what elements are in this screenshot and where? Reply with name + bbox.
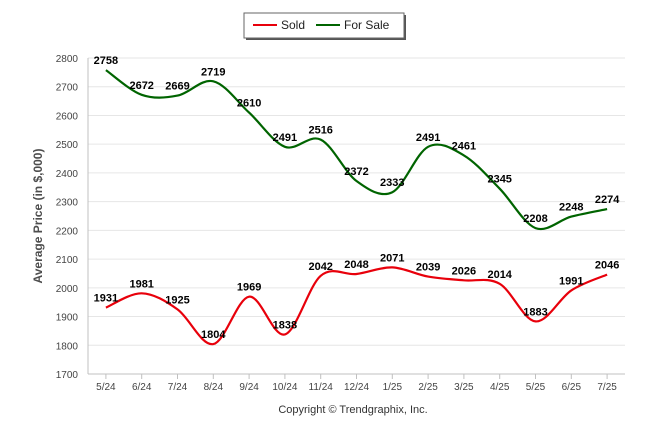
- x-tick-label: 12/24: [344, 382, 369, 393]
- y-tick-label: 1900: [56, 313, 79, 324]
- data-label-sold: 2046: [595, 260, 619, 272]
- data-label-for-sale: 2461: [452, 140, 476, 152]
- data-label-sold: 1804: [201, 329, 226, 341]
- data-label-for-sale: 2516: [308, 125, 332, 137]
- y-tick-label: 2000: [56, 284, 79, 295]
- y-tick-label: 2100: [56, 255, 79, 266]
- x-tick-label: 5/25: [526, 382, 546, 393]
- data-label-sold: 1883: [523, 306, 547, 318]
- data-label-sold: 2048: [344, 259, 368, 271]
- data-label-for-sale: 2208: [523, 213, 547, 225]
- y-tick-label: 2500: [56, 140, 79, 151]
- data-label-sold: 1925: [165, 294, 189, 306]
- data-label-for-sale: 2345: [487, 174, 511, 186]
- y-tick-label: 2200: [56, 226, 79, 237]
- x-tick-label: 2/25: [418, 382, 438, 393]
- x-tick-label: 4/25: [490, 382, 510, 393]
- x-tick-label: 5/24: [96, 382, 116, 393]
- data-label-sold: 2039: [416, 262, 440, 274]
- x-tick-label: 6/25: [562, 382, 582, 393]
- legend: Sold For Sale: [243, 12, 406, 40]
- y-tick-label: 2600: [56, 111, 79, 122]
- copyright-credit: Copyright © Trendgraphix, Inc.: [278, 404, 427, 416]
- y-tick-label: 2300: [56, 198, 79, 209]
- gridlines: [88, 57, 625, 346]
- x-tick-label: 11/24: [309, 382, 334, 393]
- y-tick-label: 2700: [56, 83, 79, 94]
- y-tick-label: 2800: [56, 54, 79, 65]
- legend-label-for-sale: For Sale: [344, 18, 390, 32]
- x-tick-label: 7/24: [168, 382, 188, 393]
- data-label-sold: 1991: [559, 275, 583, 287]
- data-label-sold: 2071: [380, 252, 404, 264]
- x-tick-label: 8/24: [204, 382, 224, 393]
- x-tick-label: 3/25: [454, 382, 474, 393]
- data-label-for-sale: 2248: [559, 202, 583, 214]
- data-label-for-sale: 2672: [129, 80, 153, 92]
- data-label-for-sale: 2669: [165, 81, 189, 93]
- data-label-for-sale: 2610: [237, 98, 261, 110]
- x-tick-label: 10/24: [272, 382, 297, 393]
- data-label-for-sale: 2372: [344, 166, 368, 178]
- y-tick-label: 1700: [56, 370, 79, 381]
- data-labels: 1931 1981 1925 1804 1969 1838 2042 2048 2071 2039…: [94, 55, 621, 341]
- x-tick-label: 1/25: [383, 382, 403, 393]
- legend-label-sold: Sold: [281, 18, 305, 32]
- data-label-sold: 1931: [94, 293, 118, 305]
- data-label-sold: 2014: [487, 269, 512, 281]
- y-axis-title: Average Price (in $,000): [31, 149, 45, 284]
- data-label-for-sale: 2758: [94, 55, 118, 67]
- data-label-for-sale: 2491: [416, 132, 440, 144]
- series-line-for-sale: [105, 69, 608, 231]
- data-label-for-sale: 2719: [201, 66, 225, 78]
- data-label-sold: 2026: [452, 265, 476, 277]
- data-label-for-sale: 2333: [380, 177, 404, 189]
- y-tick-labels: 1700 1800 1900 2000 2100 2200 2300 2400 2500 2600…: [56, 54, 79, 381]
- series-line-sold: [105, 266, 608, 346]
- data-label-for-sale: 2491: [273, 132, 297, 144]
- x-tick-label: 7/25: [597, 382, 617, 393]
- series-lines: [105, 69, 608, 346]
- data-label-sold: 1969: [237, 282, 261, 294]
- data-label-for-sale: 2274: [595, 194, 620, 206]
- y-tick-label: 2400: [56, 169, 79, 180]
- data-label-sold: 1981: [129, 278, 153, 290]
- y-tick-label: 1800: [56, 341, 79, 352]
- x-tick-label: 6/24: [132, 382, 152, 393]
- x-tick-label: 9/24: [239, 382, 259, 393]
- x-tick-labels: 5/24 6/24 7/24 8/24 9/24 10/24 11/24 12/24 1/25 2…: [96, 374, 617, 393]
- data-label-sold: 2042: [308, 261, 332, 273]
- data-label-sold: 1838: [273, 319, 297, 331]
